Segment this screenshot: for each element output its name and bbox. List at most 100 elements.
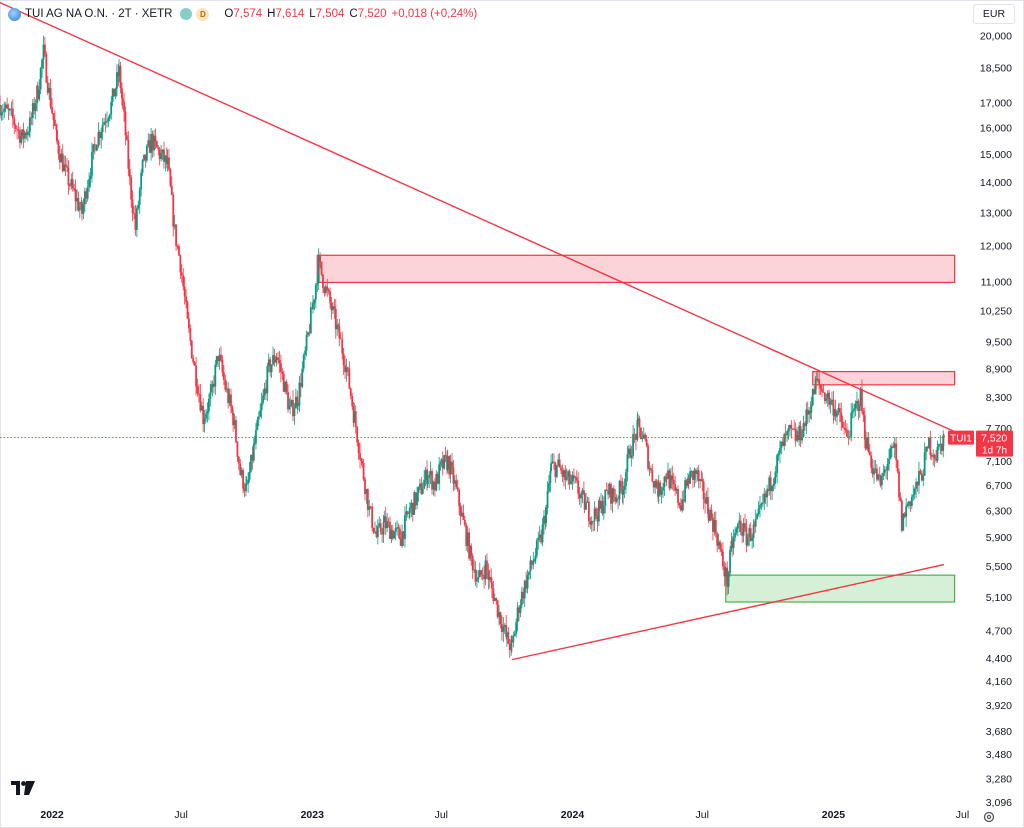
candle-body xyxy=(281,371,284,374)
candle-body xyxy=(245,483,248,485)
candle-body xyxy=(585,502,587,510)
candle-body xyxy=(19,129,21,143)
candle xyxy=(348,361,351,390)
candle xyxy=(650,465,652,474)
candle-body xyxy=(369,506,372,508)
candle-body xyxy=(323,287,326,293)
candle xyxy=(645,434,648,448)
candle-body xyxy=(731,540,734,549)
candle-body xyxy=(943,435,945,438)
candle xyxy=(655,478,658,489)
candle xyxy=(410,499,413,518)
candle-body xyxy=(642,434,645,439)
candle-body xyxy=(214,364,217,387)
candle xyxy=(364,477,366,501)
settings-gear-icon[interactable] xyxy=(982,810,996,824)
candle xyxy=(263,382,266,400)
candle-body xyxy=(330,302,333,311)
candle xyxy=(307,331,309,338)
candle xyxy=(463,515,466,527)
candle-body xyxy=(759,504,761,509)
candle xyxy=(915,478,918,498)
candle-body xyxy=(878,474,881,476)
candle xyxy=(939,435,942,455)
candle xyxy=(712,513,714,541)
candle xyxy=(428,470,431,488)
candle xyxy=(116,64,118,97)
candle-body xyxy=(660,490,663,495)
candle-body xyxy=(471,555,474,571)
candle xyxy=(71,171,74,192)
candle xyxy=(466,526,469,553)
candle-body xyxy=(477,577,480,580)
candle xyxy=(719,539,721,553)
candle-body xyxy=(528,571,530,576)
candles-layer xyxy=(0,35,945,658)
candle-body xyxy=(905,506,908,517)
candle xyxy=(486,553,488,579)
candle xyxy=(372,527,375,535)
candle-body xyxy=(263,388,266,396)
candle-body xyxy=(898,471,900,498)
support-zone[interactable] xyxy=(725,574,956,603)
candle-body xyxy=(597,500,600,522)
candle xyxy=(441,451,444,476)
candle-body xyxy=(121,98,124,102)
candle xyxy=(266,362,269,402)
candle xyxy=(828,389,831,410)
candle xyxy=(298,375,301,413)
candle-body xyxy=(753,524,756,527)
candle-body xyxy=(7,108,10,111)
candle xyxy=(851,402,854,419)
resistance-zone-2[interactable] xyxy=(812,370,956,386)
candle-body xyxy=(655,480,658,488)
resistance-zone-1[interactable] xyxy=(316,254,956,284)
candle-body xyxy=(255,430,257,444)
currency-selector[interactable]: EUR xyxy=(973,4,1015,24)
candle-body xyxy=(463,520,466,525)
candle xyxy=(829,398,832,414)
market-status-icon[interactable] xyxy=(180,8,193,20)
candle-body xyxy=(667,470,669,479)
candle xyxy=(384,506,387,536)
candle xyxy=(734,526,736,542)
close-label: C xyxy=(349,8,358,20)
candle xyxy=(83,187,86,212)
candle xyxy=(763,488,766,511)
candle-body xyxy=(391,530,394,539)
candle-body xyxy=(508,643,511,651)
candle-body xyxy=(558,459,561,468)
candle xyxy=(53,110,56,127)
candle-body xyxy=(364,479,366,495)
candle-body xyxy=(546,491,549,509)
candle xyxy=(277,351,279,365)
price-axis-tick: 18,500 xyxy=(980,63,1012,75)
tradingview-logo-icon[interactable] xyxy=(11,781,35,795)
candle xyxy=(357,439,360,461)
candle-body xyxy=(344,365,346,373)
candle-body xyxy=(97,131,100,146)
ascending-trendline[interactable] xyxy=(511,563,945,661)
candle xyxy=(406,510,409,518)
candle xyxy=(786,430,788,443)
candle xyxy=(781,436,784,447)
candle xyxy=(161,149,164,161)
candle-body xyxy=(76,198,78,202)
time-axis-tick: Jul xyxy=(435,809,448,821)
candle-body xyxy=(91,151,93,176)
candle xyxy=(233,413,236,430)
candle xyxy=(909,501,912,512)
candle xyxy=(44,36,46,57)
descending-trendline[interactable] xyxy=(0,0,959,434)
candle-body xyxy=(727,572,730,587)
delayed-badge[interactable]: D xyxy=(196,7,210,21)
candle xyxy=(794,422,797,447)
candle-body xyxy=(0,104,1,116)
symbol-title[interactable]: TUI AG NA O.N. · 2T · XETR xyxy=(25,8,173,20)
candle-body xyxy=(501,624,503,632)
candle xyxy=(332,302,334,314)
candle xyxy=(91,142,93,183)
candle-body xyxy=(617,498,620,500)
candle xyxy=(742,518,745,543)
